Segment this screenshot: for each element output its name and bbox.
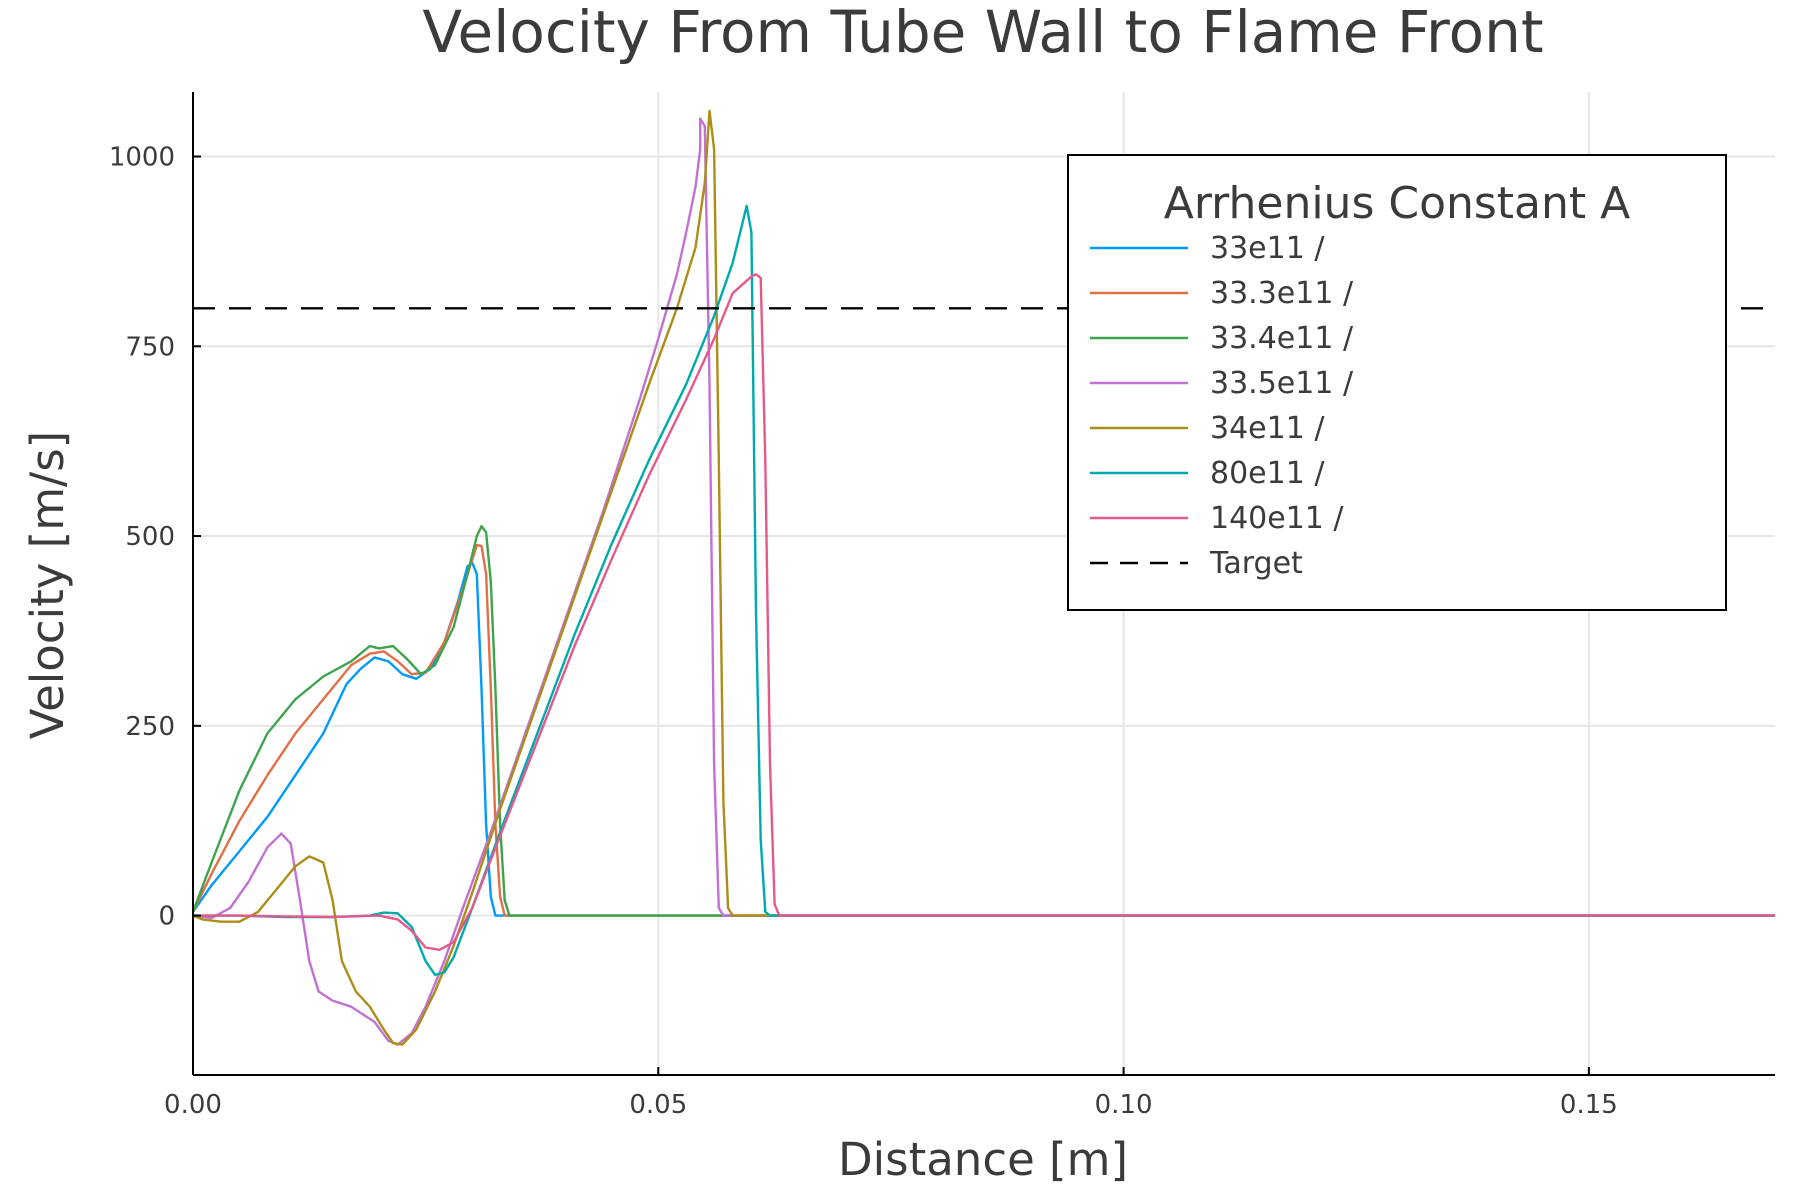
series-line-2 <box>191 544 1775 917</box>
series-line-5 <box>192 109 1775 1046</box>
y-tick-label: 0 <box>158 902 175 932</box>
y-axis-label: Velocity [m/s] <box>21 431 74 739</box>
x-axis-label: Distance [m] <box>838 1133 1128 1186</box>
x-tick-labels: 0.00 0.05 0.10 0.15 <box>164 1090 1618 1120</box>
legend-label: 80e11 / <box>1210 456 1325 491</box>
series-line-3 <box>191 525 1775 917</box>
x-tick-label: 0.10 <box>1095 1090 1153 1120</box>
chart-title: Velocity From Tube Wall to Flame Front <box>422 0 1543 66</box>
x-tick-label: 0.05 <box>629 1090 687 1120</box>
y-tick-labels: 0 250 500 750 1000 <box>109 143 175 932</box>
legend-label: 33.5e11 / <box>1210 366 1354 401</box>
x-tick-label: 0.00 <box>164 1090 222 1120</box>
series-layer <box>191 109 1775 1046</box>
series-line-4 <box>192 117 1775 1046</box>
series-line-1 <box>192 561 1775 917</box>
legend-items: 33e11 / 33.3e11 / 33.4e11 / 33.5e11 / 34e11 … <box>1090 231 1354 581</box>
series-line-7 <box>193 273 1775 951</box>
legend-label: 33.4e11 / <box>1210 321 1354 356</box>
axes <box>192 92 1775 1076</box>
y-tick-label: 750 <box>125 332 175 362</box>
legend-label: 140e11 / <box>1210 501 1344 536</box>
legend-label: Target <box>1209 546 1303 581</box>
legend-label: 33.3e11 / <box>1210 276 1354 311</box>
x-tick-label: 0.15 <box>1560 1090 1618 1120</box>
legend: Arrhenius Constant A 33e11 / 33.3e11 / 33.… <box>1067 154 1727 611</box>
legend-label: 33e11 / <box>1210 231 1325 266</box>
y-tick-label: 1000 <box>109 143 175 173</box>
legend-label: 34e11 / <box>1210 411 1325 446</box>
y-tick-label: 250 <box>125 712 175 742</box>
legend-title: Arrhenius Constant A <box>1164 178 1631 229</box>
series-line-6 <box>193 204 1775 976</box>
y-tick-label: 500 <box>125 522 175 552</box>
